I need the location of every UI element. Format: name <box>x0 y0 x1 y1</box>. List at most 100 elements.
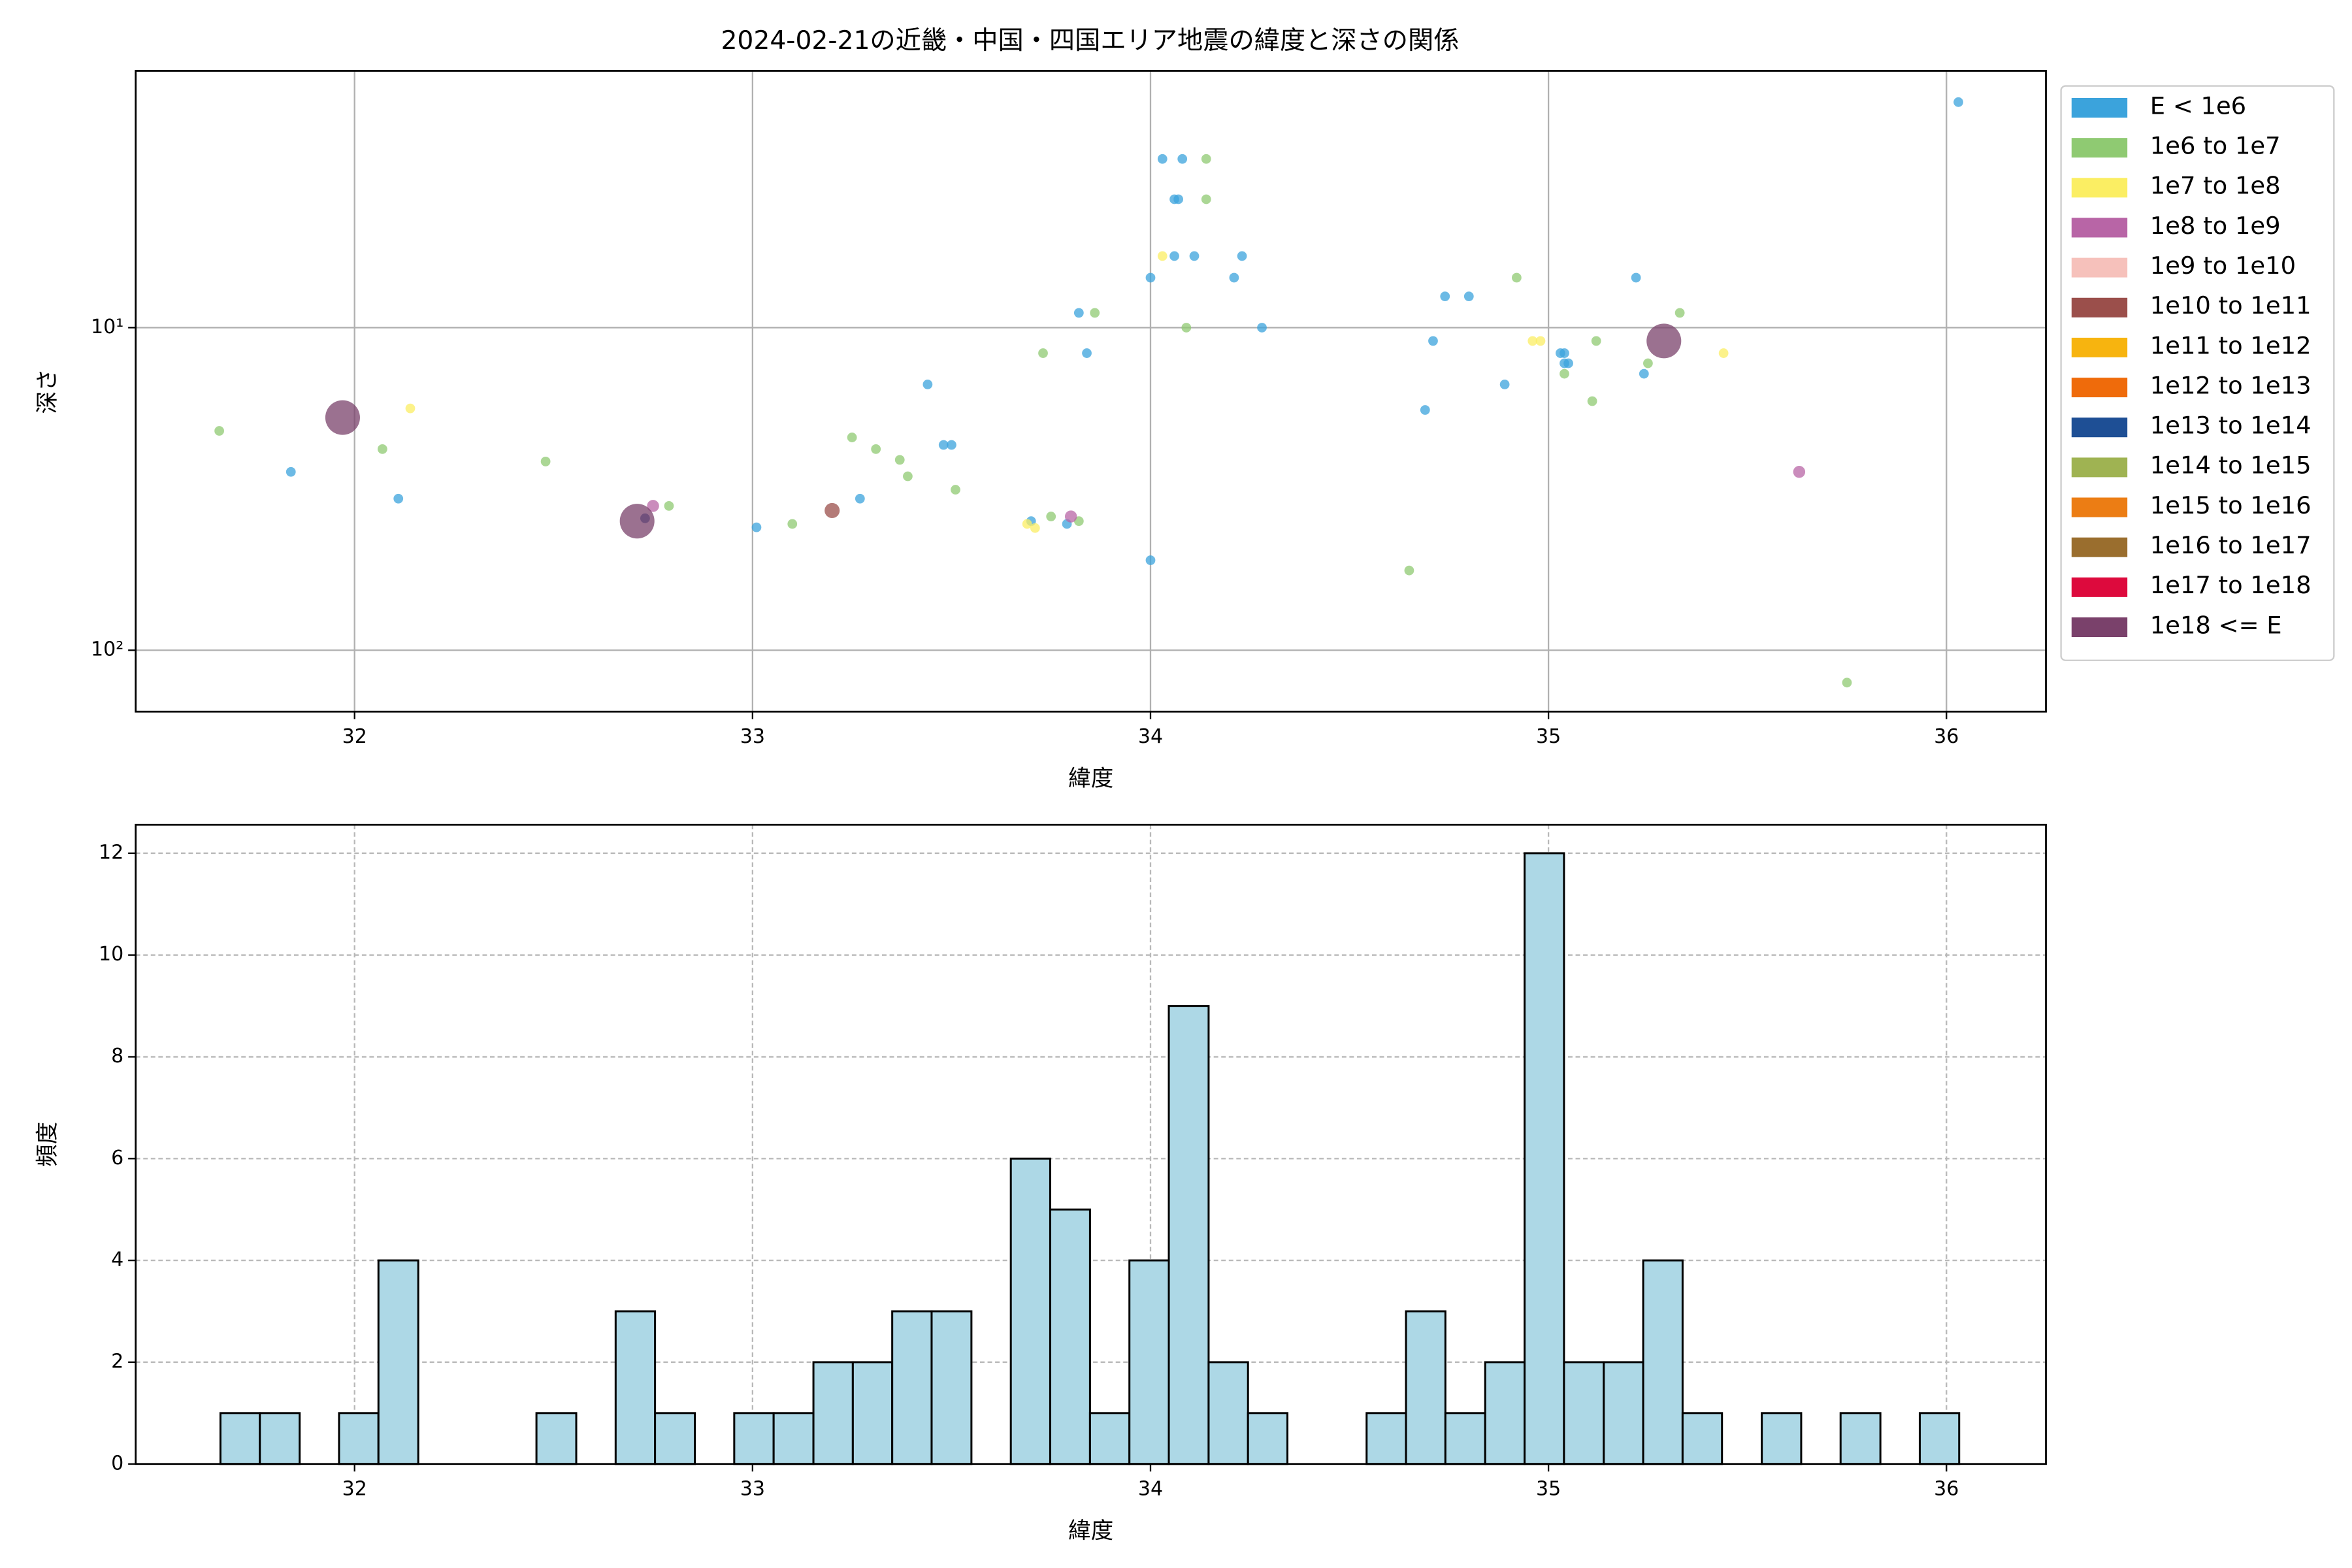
legend-label: 1e7 to 1e8 <box>2150 172 2281 200</box>
legend-swatch <box>2071 617 2128 637</box>
bar <box>891 1310 933 1465</box>
point <box>938 440 949 450</box>
point <box>1718 348 1729 358</box>
bar <box>338 1412 380 1465</box>
y-tick-label: 10² <box>91 638 123 661</box>
point <box>1674 308 1685 318</box>
x-tick-label: 32 <box>342 1478 367 1501</box>
legend-label: 1e10 to 1e11 <box>2150 291 2311 319</box>
x-tick-label: 33 <box>740 1478 765 1501</box>
point <box>1643 358 1653 368</box>
legend-label: 1e8 to 1e9 <box>2150 212 2281 240</box>
point <box>1201 194 1211 204</box>
point <box>1563 358 1573 368</box>
point <box>1237 251 1247 261</box>
bar <box>1444 1412 1486 1465</box>
y-tick-label: 4 <box>111 1249 123 1271</box>
bar <box>1642 1259 1684 1465</box>
point <box>1587 396 1597 406</box>
legend-swatch <box>2071 178 2128 198</box>
y-tick-label: 10 <box>99 943 123 966</box>
bar <box>1207 1361 1249 1465</box>
point <box>951 485 960 495</box>
point <box>619 504 655 539</box>
legend-swatch <box>2071 378 2128 398</box>
bar <box>851 1361 894 1465</box>
point <box>1646 323 1682 359</box>
point <box>1030 523 1040 533</box>
y-tick-label: 12 <box>99 841 123 864</box>
point <box>947 440 956 450</box>
bar <box>1247 1412 1289 1465</box>
bar <box>1524 852 1565 1465</box>
bar <box>812 1361 854 1465</box>
point <box>1842 678 1852 688</box>
x-tick-label: 34 <box>1138 725 1163 748</box>
bar <box>1761 1412 1803 1465</box>
legend-box <box>2060 85 2335 661</box>
point <box>751 522 762 532</box>
legend-label: 1e17 to 1e18 <box>2150 571 2311 599</box>
bar <box>1405 1310 1446 1465</box>
point <box>1082 348 1092 358</box>
point <box>393 493 404 504</box>
y-tick-label: 6 <box>111 1147 123 1169</box>
bar <box>219 1412 261 1465</box>
legend-label: 1e16 to 1e17 <box>2150 531 2311 559</box>
point <box>1953 97 1963 107</box>
point <box>1527 336 1538 346</box>
legend-swatch <box>2071 457 2128 478</box>
point <box>1090 308 1100 318</box>
bar <box>1168 1005 1210 1465</box>
point <box>540 456 551 466</box>
point <box>1177 154 1188 164</box>
x-tick-label: 33 <box>740 725 765 748</box>
point <box>847 433 857 442</box>
point <box>1157 251 1168 261</box>
point <box>1201 154 1211 164</box>
bar <box>1049 1208 1091 1465</box>
bar <box>654 1412 696 1465</box>
x-tick-label: 35 <box>1536 725 1561 748</box>
point <box>1257 323 1267 333</box>
legend-label: 1e12 to 1e13 <box>2150 371 2311 399</box>
x-tick-label: 35 <box>1536 1478 1561 1501</box>
bar <box>614 1310 657 1465</box>
legend-label: E < 1e6 <box>2150 91 2246 120</box>
point <box>1512 272 1522 283</box>
y-axis-label: 頻度 <box>35 1122 61 1167</box>
bar <box>1009 1157 1051 1465</box>
bar <box>1128 1259 1170 1465</box>
legend-swatch <box>2071 297 2128 318</box>
y-tick-label: 8 <box>111 1045 123 1068</box>
point <box>286 466 296 477</box>
point <box>1229 272 1239 283</box>
legend-label: 1e9 to 1e10 <box>2150 252 2296 280</box>
point <box>787 519 798 529</box>
legend-swatch <box>2071 218 2128 238</box>
point <box>647 500 659 512</box>
x-tick-label: 32 <box>342 725 367 748</box>
point <box>923 380 933 389</box>
bar <box>733 1412 775 1465</box>
legend-label: 1e6 to 1e7 <box>2150 132 2281 160</box>
point <box>1046 512 1056 521</box>
legend-label: 1e18 <= E <box>2150 611 2282 639</box>
point <box>1499 380 1510 389</box>
x-tick-label: 34 <box>1138 1478 1163 1501</box>
point <box>1169 251 1179 261</box>
point <box>894 455 905 465</box>
y-tick-label: 0 <box>111 1452 123 1475</box>
point <box>825 502 840 518</box>
bar <box>1839 1412 1882 1465</box>
point <box>1189 251 1200 261</box>
point <box>1560 368 1569 379</box>
point <box>1463 291 1474 301</box>
legend-label: 1e14 to 1e15 <box>2150 451 2311 480</box>
point <box>1793 466 1806 478</box>
y-tick-label: 10¹ <box>91 316 123 338</box>
x-tick-label: 36 <box>1934 1478 1959 1501</box>
bar <box>1681 1412 1723 1465</box>
bar <box>1918 1412 1961 1465</box>
